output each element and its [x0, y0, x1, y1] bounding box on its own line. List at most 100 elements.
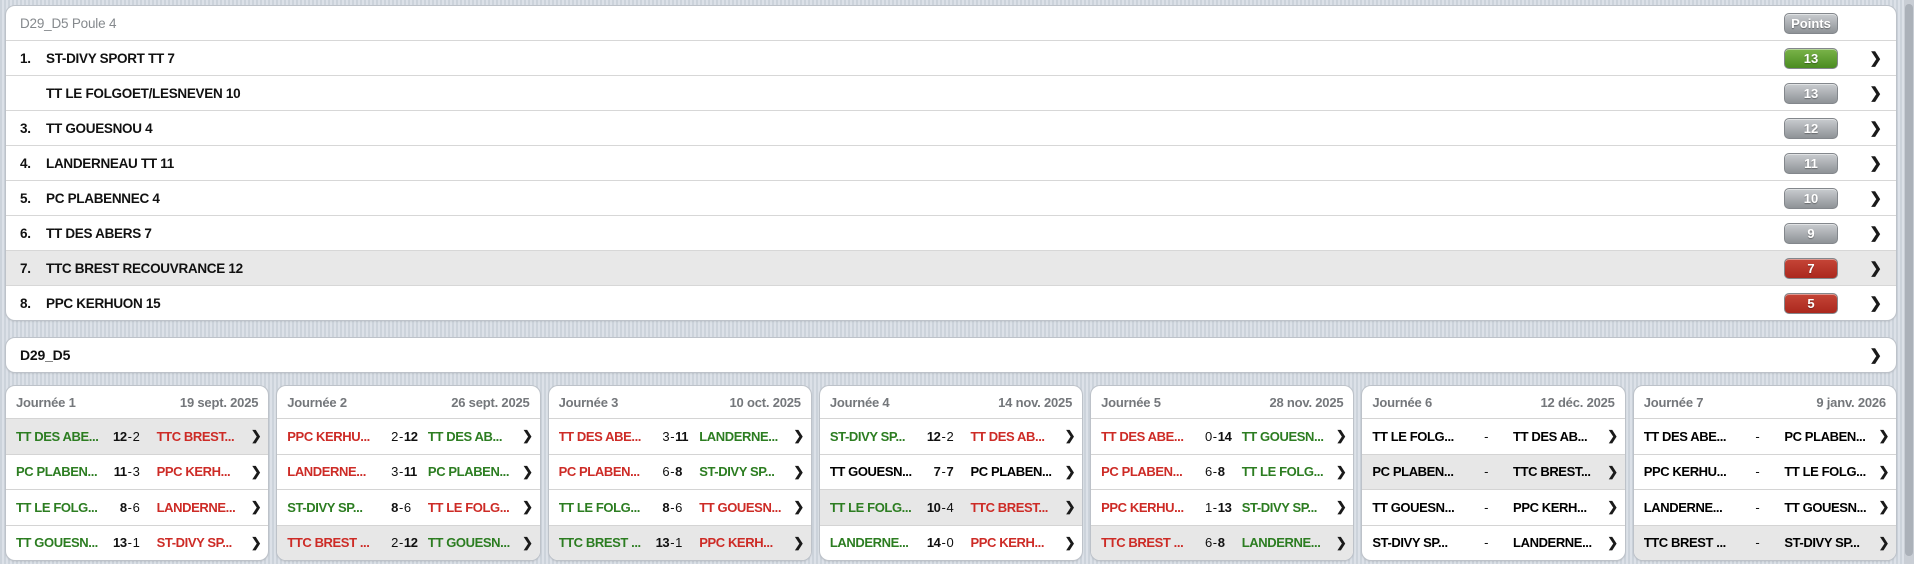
home-score: 8	[119, 499, 127, 515]
away-team: PPC KERH...	[970, 535, 1045, 551]
match-score: 8-6	[377, 500, 421, 515]
chevron-right-icon: ❯	[1869, 85, 1882, 102]
match-row[interactable]: PPC KERHU... 1-13 ST-DIVY SP... ❯	[1091, 489, 1354, 525]
home-team: TT LE FOLG...	[829, 499, 912, 515]
standings-row[interactable]: 7. TTC BREST RECOUVRANCE 12 7 ❯	[6, 250, 1896, 285]
home-score: 13	[655, 535, 670, 551]
team-name: TTC BREST RECOUVRANCE 12	[46, 260, 243, 276]
match-score: -	[1462, 429, 1506, 444]
away-score: 1	[675, 535, 683, 551]
match-row[interactable]: TT DES ABE... - PC PLABEN... ❯	[1633, 418, 1896, 454]
standings-row[interactable]: 5. PC PLABENNEC 4 10 ❯	[6, 180, 1896, 215]
away-score: 4	[946, 499, 954, 515]
match-row[interactable]: ST-DIVY SP... 12-2 TT DES AB... ❯	[819, 418, 1083, 454]
rank-number: 8.	[20, 295, 31, 311]
match-row[interactable]: LANDERNE... - TT GOUESN... ❯	[1633, 489, 1896, 525]
away-score: 12	[403, 428, 418, 444]
vertical-scrollbar[interactable]	[1904, 0, 1914, 564]
match-row[interactable]: TTC BREST ... 13-1 PPC KERH... ❯	[548, 524, 811, 560]
home-score: 12	[926, 428, 941, 444]
away-team: TTC BREST...	[156, 428, 235, 444]
match-row[interactable]: TT GOUESN... 7-7 PC PLABEN... ❯	[819, 453, 1083, 490]
standings-row[interactable]: TT LE FOLGOET/LESNEVEN 10 13 ❯	[6, 75, 1896, 110]
match-row[interactable]: TT LE FOLG... 8-6 LANDERNE... ❯	[6, 489, 269, 525]
match-row[interactable]: TT GOUESN... - PPC KERH... ❯	[1362, 489, 1625, 525]
match-score: 2-12	[377, 535, 421, 550]
rank-number: 5.	[20, 190, 31, 206]
score-separator: -	[941, 535, 946, 551]
journee-card: Journée 5 28 nov. 2025 TT DES ABE... 0-1…	[1091, 386, 1354, 560]
standings-header: D29_D5 Poule 4 Points	[6, 6, 1896, 40]
match-row[interactable]: LANDERNE... 3-11 PC PLABEN... ❯	[277, 453, 540, 490]
chevron-right-icon: ❯	[1335, 463, 1347, 479]
standings-row[interactable]: 3. TT GOUESNOU 4 12 ❯	[6, 110, 1896, 145]
score-separator: -	[1755, 464, 1760, 480]
match-row[interactable]: LANDERNE... 14-0 PPC KERH... ❯	[819, 524, 1083, 561]
score-separator: -	[1212, 499, 1217, 515]
match-score: 8-6	[106, 500, 150, 515]
match-row[interactable]: TT DES ABE... 12-2 TTC BREST... ❯	[6, 418, 269, 454]
journee-date: 26 sept. 2025	[451, 394, 530, 410]
match-row[interactable]: TT GOUESN... 13-1 ST-DIVY SP... ❯	[6, 524, 269, 561]
home-team: TT GOUESN...	[1372, 499, 1455, 515]
journee-header: Journée 7 9 janv. 2026	[1634, 386, 1896, 418]
match-row[interactable]: PPC KERHU... 2-12 TT DES AB... ❯	[277, 418, 540, 454]
chevron-right-icon: ❯	[522, 428, 533, 444]
match-row[interactable]: TT LE FOLG... 10-4 TTC BREST... ❯	[819, 489, 1083, 525]
match-row[interactable]: PC PLABEN... - TTC BREST... ❯	[1362, 453, 1625, 489]
chevron-right-icon: ❯	[793, 463, 804, 479]
standings-row[interactable]: 8. PPC KERHUON 15 5 ❯	[6, 285, 1896, 320]
home-team: LANDERNE...	[829, 535, 909, 551]
match-score: -	[1733, 500, 1777, 515]
score-separator: -	[670, 428, 675, 444]
match-row[interactable]: TTC BREST ... - ST-DIVY SP... ❯	[1633, 524, 1896, 560]
match-row[interactable]: TT DES ABE... 3-11 LANDERNE... ❯	[548, 418, 811, 454]
journee-label: Journée 4	[829, 394, 890, 410]
home-score: 0	[1204, 428, 1212, 444]
standings-row[interactable]: 4. LANDERNEAU TT 11 11 ❯	[6, 145, 1896, 180]
away-score	[1489, 500, 1505, 515]
match-row[interactable]: TTC BREST ... 2-12 TT GOUESN... ❯	[277, 524, 540, 560]
away-team: TT DES AB...	[1513, 428, 1588, 444]
match-score: 10-4	[919, 500, 963, 515]
match-row[interactable]: PC PLABEN... 11-3 PPC KERH... ❯	[6, 453, 269, 490]
match-score: 0-14	[1191, 429, 1235, 444]
away-team: TT LE FOLG...	[1241, 464, 1324, 480]
match-row[interactable]: TT LE FOLG... - TT DES AB... ❯	[1362, 418, 1625, 454]
team-name: TT LE FOLGOET/LESNEVEN 10	[46, 85, 241, 101]
away-team: TTC BREST...	[1513, 464, 1591, 480]
away-score: 14	[1217, 428, 1232, 444]
points-badge: 9	[1784, 222, 1838, 244]
chevron-right-icon: ❯	[1064, 499, 1076, 515]
away-score: 6	[675, 499, 683, 515]
match-row[interactable]: PC PLABEN... 6-8 ST-DIVY SP... ❯	[548, 453, 811, 490]
score-separator: -	[1484, 535, 1489, 551]
match-score: 7-7	[919, 464, 963, 479]
away-score: 3	[132, 464, 140, 480]
score-separator: -	[127, 428, 132, 444]
journee-date: 9 janv. 2026	[1816, 394, 1886, 410]
away-score: 2	[132, 428, 140, 444]
scrollbar-thumb[interactable]	[1905, 4, 1913, 556]
home-team: PC PLABEN...	[1372, 464, 1454, 480]
away-team: TT GOUESN...	[1784, 499, 1867, 515]
match-row[interactable]: ST-DIVY SP... - LANDERNE... ❯	[1362, 524, 1625, 561]
away-score: 6	[403, 499, 411, 515]
away-score	[1760, 500, 1776, 515]
standings-row[interactable]: 6. TT DES ABERS 7 9 ❯	[6, 215, 1896, 250]
match-score: -	[1462, 535, 1506, 550]
home-team: TTC BREST ...	[1101, 535, 1184, 551]
match-row[interactable]: TT LE FOLG... 8-6 TT GOUESN... ❯	[548, 489, 811, 525]
match-row[interactable]: PC PLABEN... 6-8 TT LE FOLG... ❯	[1091, 453, 1354, 490]
journee-card: Journée 2 26 sept. 2025 PPC KERHU... 2-1…	[277, 386, 540, 560]
journee-label: Journée 3	[558, 394, 619, 410]
standings-row[interactable]: 1. ST-DIVY SPORT TT 7 13 ❯	[6, 40, 1896, 75]
home-team: TT LE FOLG...	[1372, 428, 1454, 444]
match-row[interactable]: TT DES ABE... 0-14 TT GOUESN... ❯	[1091, 418, 1354, 454]
away-score	[1489, 464, 1505, 479]
match-row[interactable]: PPC KERHU... - TT LE FOLG... ❯	[1633, 453, 1896, 490]
match-score: -	[1733, 429, 1777, 444]
match-row[interactable]: ST-DIVY SP... 8-6 TT LE FOLG... ❯	[277, 489, 540, 525]
match-row[interactable]: TTC BREST ... 6-8 LANDERNE... ❯	[1091, 524, 1354, 560]
league-row[interactable]: D29_D5 ❯	[6, 338, 1896, 372]
